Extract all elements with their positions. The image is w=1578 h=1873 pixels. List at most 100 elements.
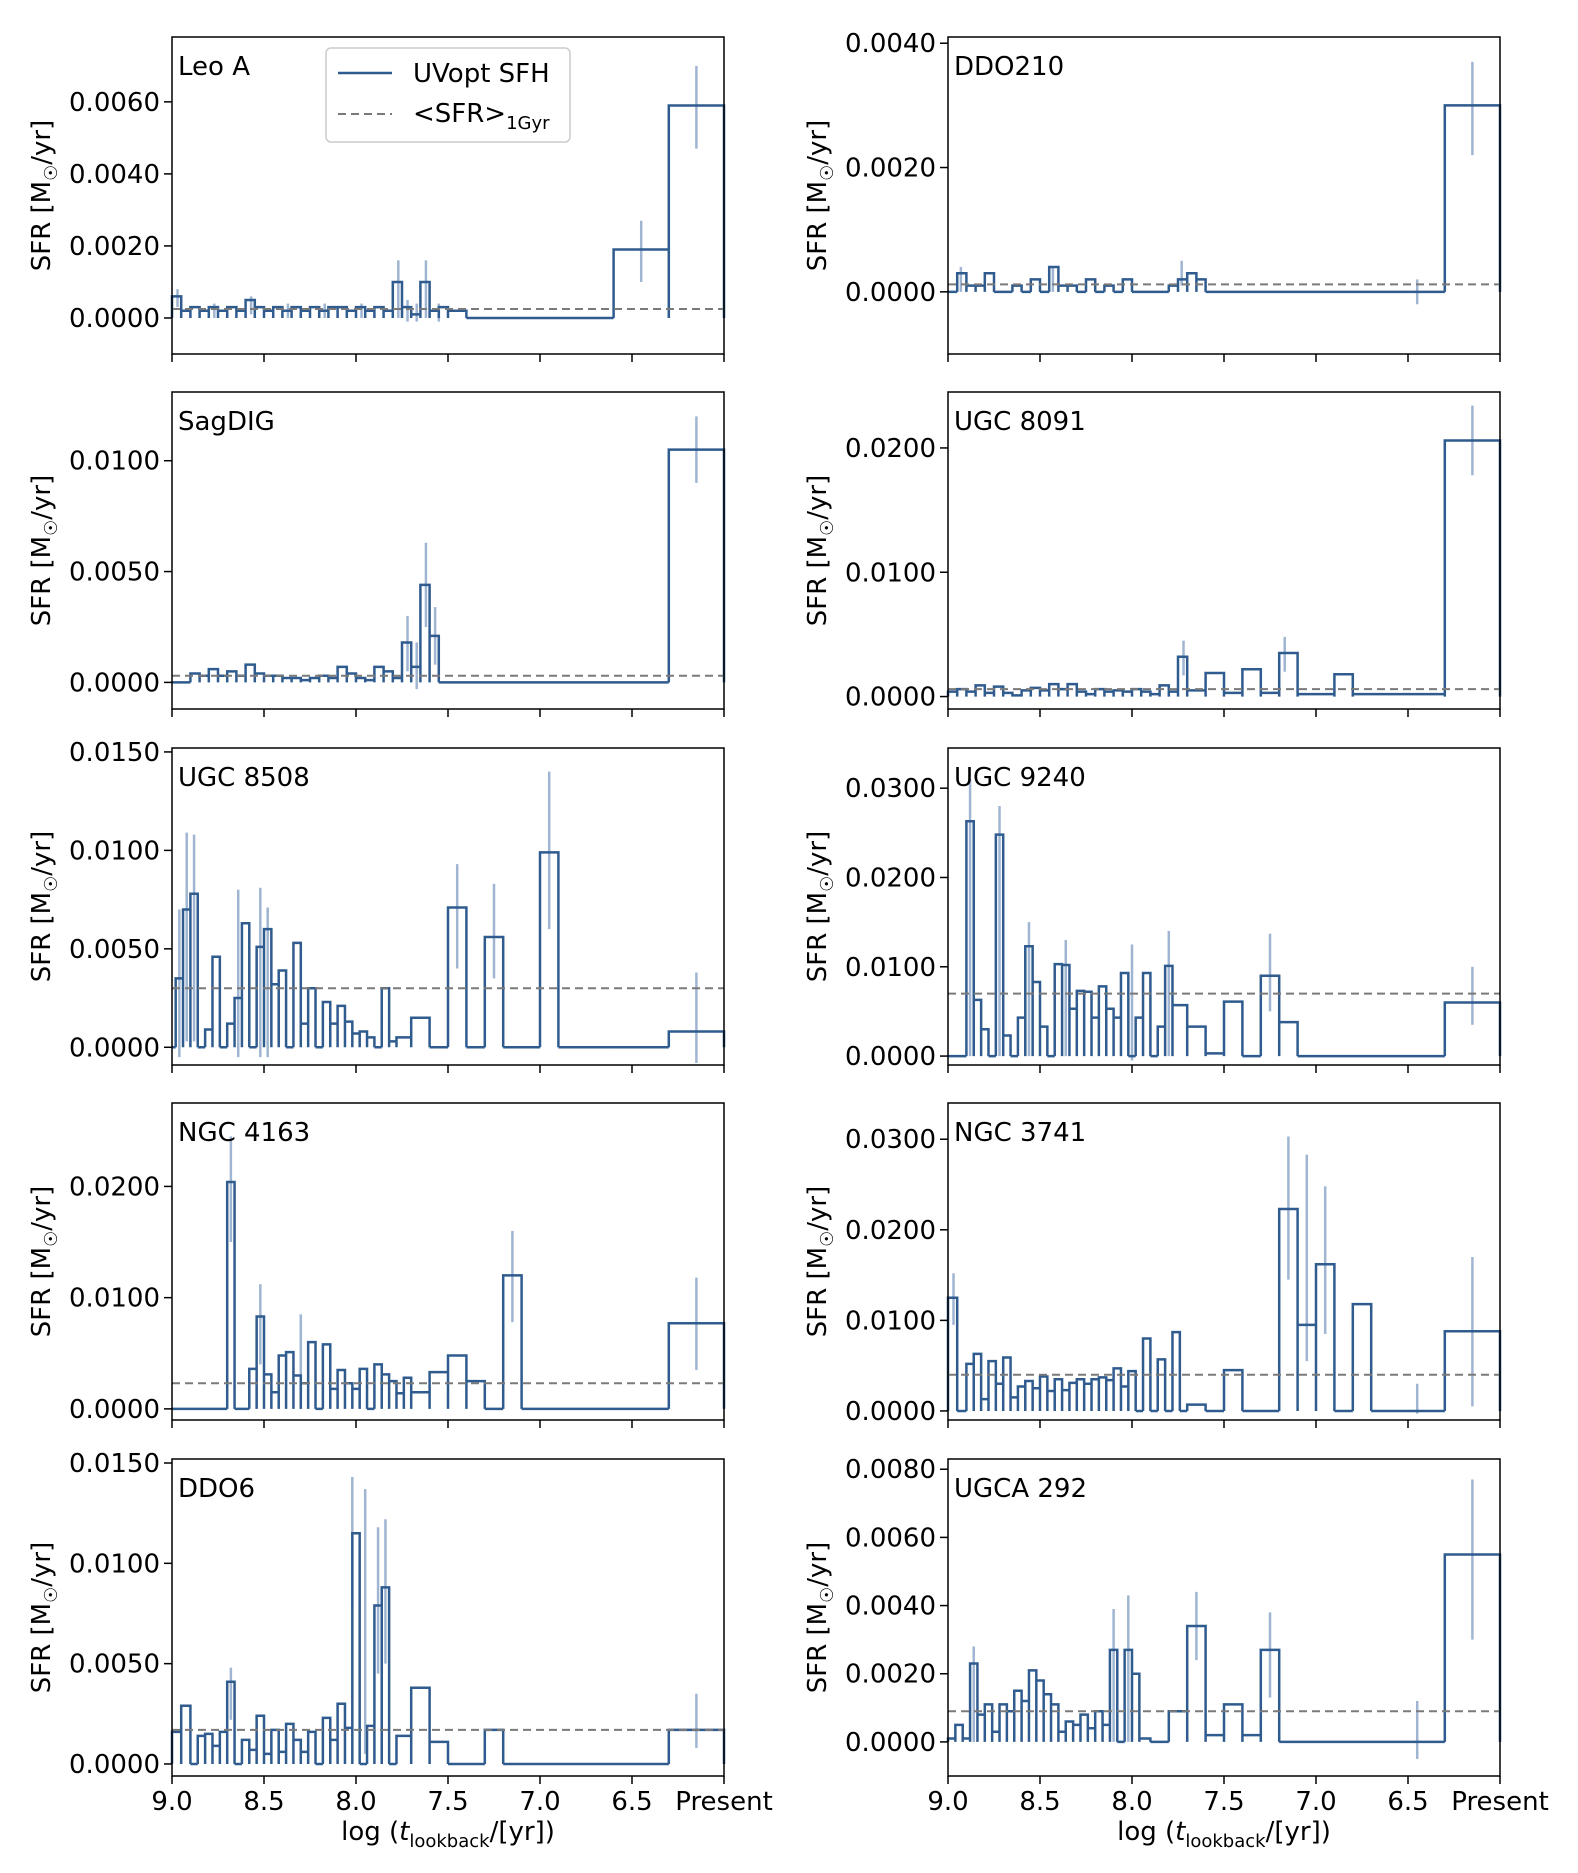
y-tick-label: 0.0000	[69, 304, 160, 334]
sfh-step-line	[946, 439, 1502, 697]
y-axis-label-main: SFR [M	[27, 892, 57, 982]
x-tick-label: 7.5	[1203, 1787, 1244, 1817]
panel-ngc-4163: 0.0000 0.0100 0.0200 NGC 4163 SFR [M☉/yr]	[27, 1102, 726, 1428]
panel-title: UGC 8508	[178, 763, 310, 793]
y-axis-label-end: /yr]	[803, 1186, 833, 1231]
sun-symbol: ☉	[41, 1231, 62, 1247]
y-tick-label: 0.0150	[69, 1449, 160, 1479]
y-tick-label: 0.0100	[69, 1284, 160, 1314]
x-axis-label-main: log (	[1117, 1817, 1175, 1847]
y-axis-label: SFR [M☉/yr]	[27, 475, 62, 627]
panel-ddo6: 0.0000 0.0050 0.0100 0.0150 9.0 8.5 8.0 7.5 7.0 6…	[27, 1449, 773, 1852]
y-axis-label-main: SFR [M	[27, 536, 57, 626]
y-tick-label: 0.0040	[69, 160, 160, 190]
y-axis-label-main: SFR [M	[803, 1247, 833, 1337]
sfh-step-line	[946, 1207, 1502, 1413]
sun-symbol: ☉	[41, 876, 62, 892]
x-tick-label: Present	[1451, 1787, 1549, 1817]
y-axis-label: SFR [M☉/yr]	[27, 831, 62, 983]
y-tick-label: 0.0150	[69, 738, 160, 768]
panel-title: NGC 3741	[954, 1118, 1086, 1148]
y-axis-label-end: /yr]	[803, 831, 833, 876]
y-tick-label: 0.0060	[845, 1523, 936, 1553]
x-tick-label: 6.5	[611, 1787, 652, 1817]
x-axis-label: log (tlookback/[yr])	[341, 1817, 555, 1852]
y-tick-label: 0.0000	[845, 278, 936, 308]
legend-box	[325, 47, 571, 143]
y-tick-label: 0.0000	[69, 1395, 160, 1425]
y-tick-label: 0.0200	[69, 1172, 160, 1202]
x-axis-label-sub: lookback	[1185, 1831, 1266, 1852]
x-tick-label: 8.5	[1019, 1787, 1060, 1817]
y-tick-label: 0.0020	[845, 1660, 936, 1690]
y-axis-label-end: /yr]	[27, 120, 57, 165]
y-tick-label: 0.0100	[845, 953, 936, 983]
x-axis-label-t: t	[1175, 1817, 1186, 1847]
y-axis-label-main: SFR [M	[803, 181, 833, 271]
x-axis-label-main: log (	[341, 1817, 399, 1847]
y-axis-label: SFR [M☉/yr]	[803, 1186, 838, 1338]
y-tick-label: 0.0200	[845, 434, 936, 464]
y-tick-label: 0.0000	[69, 1750, 160, 1780]
panel-title: UGCA 292	[954, 1474, 1087, 1504]
y-tick-label: 0.0060	[69, 88, 160, 118]
panel-title: NGC 4163	[178, 1118, 310, 1148]
panel-title: SagDIG	[178, 407, 275, 437]
legend: UVopt SFH <SFR>1Gyr	[325, 47, 571, 143]
x-tick-label: 7.0	[519, 1787, 560, 1817]
x-tick-label: 9.0	[927, 1787, 968, 1817]
x-tick-label: 8.0	[1111, 1787, 1152, 1817]
y-axis-label-main: SFR [M	[803, 892, 833, 982]
y-axis-label: SFR [M☉/yr]	[803, 120, 838, 272]
y-tick-label: 0.0040	[845, 1592, 936, 1622]
y-tick-label: 0.0000	[845, 1397, 936, 1427]
panel-title: DDO6	[178, 1474, 255, 1504]
y-tick-label: 0.0000	[69, 1033, 160, 1063]
y-axis-label-end: /yr]	[27, 1542, 57, 1587]
y-tick-label: 0.0100	[845, 1306, 936, 1336]
sun-symbol: ☉	[817, 1231, 838, 1247]
panel-ugc-8508: 0.0000 0.0050 0.0100 0.0150 UGC 8508 SFR [M☉/…	[27, 738, 726, 1073]
y-axis-label-main: SFR [M	[27, 1603, 57, 1693]
sun-symbol: ☉	[41, 165, 62, 181]
legend-line-label: UVopt SFH	[413, 59, 550, 89]
sun-symbol: ☉	[817, 876, 838, 892]
x-tick-label: 7.5	[427, 1787, 468, 1817]
y-axis-label: SFR [M☉/yr]	[803, 475, 838, 627]
y-axis-label-end: /yr]	[27, 1186, 57, 1231]
y-tick-label: 0.0000	[845, 1728, 936, 1758]
y-axis-label-end: /yr]	[803, 475, 833, 520]
legend-mean-label: <SFR>1Gyr	[413, 99, 550, 134]
x-axis-label-sub: lookback	[409, 1831, 490, 1852]
x-axis-label-t: t	[399, 1817, 410, 1847]
y-tick-label: 0.0020	[845, 154, 936, 184]
sfh-step-line	[170, 104, 726, 320]
y-tick-label: 0.0300	[845, 1125, 936, 1155]
y-axis-label-main: SFR [M	[27, 1247, 57, 1337]
x-axis-label: log (tlookback/[yr])	[1117, 1817, 1331, 1852]
y-tick-label: 0.0100	[69, 836, 160, 866]
y-tick-label: 0.0020	[69, 232, 160, 262]
y-axis-label: SFR [M☉/yr]	[803, 1542, 838, 1694]
y-tick-label: 0.0000	[69, 668, 160, 698]
y-tick-label: 0.0100	[845, 558, 936, 588]
sfh-step-line	[172, 1180, 726, 1411]
legend-mean-sub: 1Gyr	[506, 113, 550, 134]
x-tick-label: 6.5	[1387, 1787, 1428, 1817]
y-axis-label: SFR [M☉/yr]	[27, 120, 62, 272]
panel-title: DDO210	[954, 52, 1064, 82]
y-axis-label-end: /yr]	[27, 831, 57, 876]
sfh-step-line	[948, 104, 1502, 294]
y-axis-label-main: SFR [M	[803, 536, 833, 626]
x-tick-label: 8.0	[335, 1787, 376, 1817]
y-tick-label: 0.0050	[69, 1650, 160, 1680]
y-tick-label: 0.0050	[69, 558, 160, 588]
x-axis-label-end: /[yr])	[1266, 1817, 1331, 1847]
panel-ugca-292: 0.0000 0.0020 0.0040 0.0060 0.0080 9.0 8.5 8.0 7…	[803, 1455, 1549, 1852]
panel-sagdig: 0.0000 0.0050 0.0100 SagDIG SFR [M☉/yr]	[27, 391, 726, 717]
y-axis-label: SFR [M☉/yr]	[27, 1542, 62, 1694]
y-axis-label: SFR [M☉/yr]	[27, 1186, 62, 1338]
y-tick-label: 0.0200	[845, 1216, 936, 1246]
sun-symbol: ☉	[41, 1587, 62, 1603]
panel-ngc-3741: 0.0000 0.0100 0.0200 0.0300 NGC 3741 SFR [M☉/…	[803, 1102, 1502, 1428]
